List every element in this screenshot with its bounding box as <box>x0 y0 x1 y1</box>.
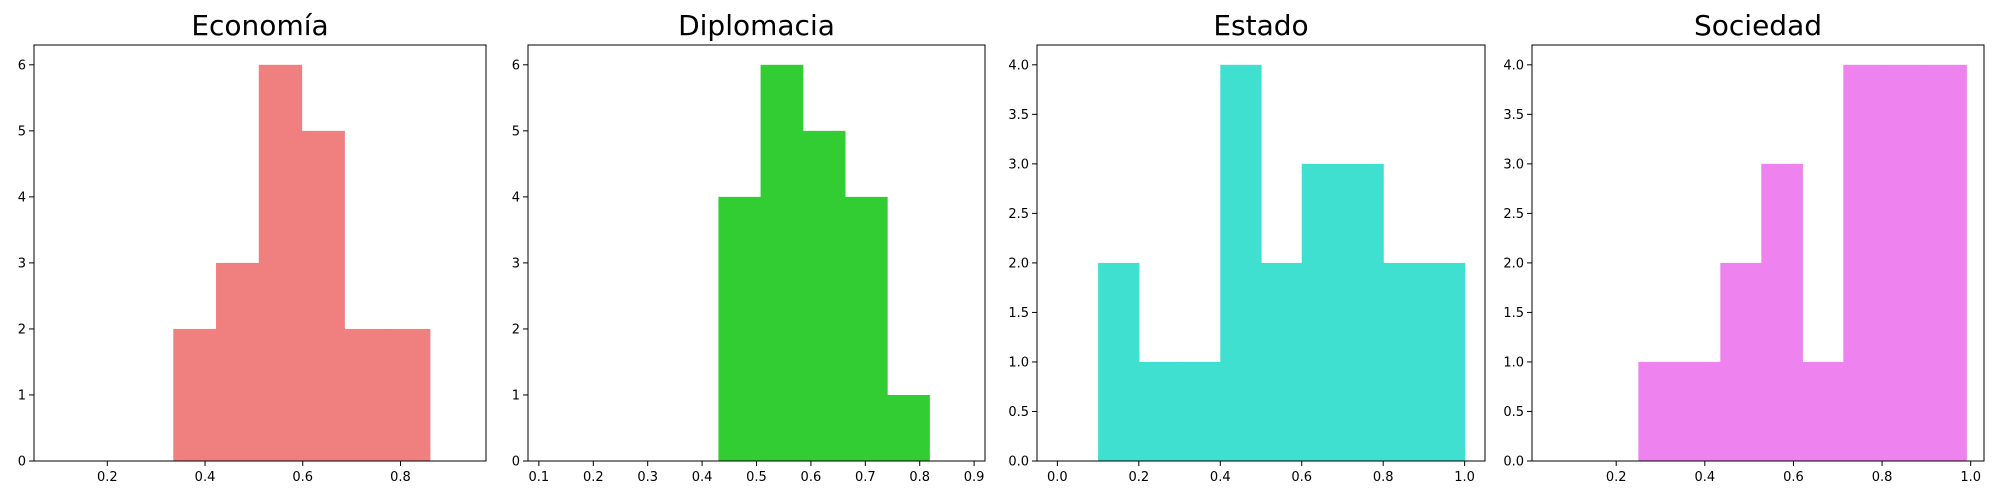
y-tick-label: 1 <box>512 388 520 403</box>
panel-title: Diplomacia <box>678 9 835 42</box>
y-tick-label: 1.5 <box>1008 306 1029 321</box>
histogram-bar <box>387 328 431 461</box>
axes-frame <box>33 44 487 462</box>
histogram-bar <box>1720 262 1762 461</box>
histogram-bar <box>1925 64 1967 462</box>
histogram-bar <box>1383 262 1425 461</box>
histogram-bar <box>1342 163 1384 461</box>
y-tick-label: 0 <box>18 455 26 470</box>
histogram-panel: Estado 0.0 0.2 0.4 0.6 0.8 1.0 0.0 0.5 1.0 1.5 2.0 2… <box>1008 9 1486 485</box>
histogram-bar <box>802 130 846 462</box>
y-tick-label: 4.0 <box>1503 58 1524 73</box>
x-tick-label: 0.6 <box>1783 470 1804 485</box>
histogram-bar <box>1179 361 1221 461</box>
y-tick-label: 2.5 <box>1008 207 1029 222</box>
x-tick-label: 0.1 <box>529 470 550 485</box>
y-tick-label: 1 <box>18 388 26 403</box>
histogram-bar <box>1098 262 1140 461</box>
histogram-bar <box>1301 163 1344 461</box>
y-tick-label: 4.0 <box>1008 58 1029 73</box>
y-tick-label: 3 <box>18 256 26 271</box>
y-tick-label: 6 <box>512 58 520 73</box>
y-tick-label: 5 <box>18 124 26 139</box>
x-tick-label: 0.4 <box>1210 470 1231 485</box>
x-tick-label: 0.0 <box>1047 470 1068 485</box>
x-tick-label: 0.2 <box>583 470 604 485</box>
panel-title: Sociedad <box>1694 9 1822 42</box>
y-tick-label: 0.5 <box>1008 405 1029 420</box>
x-tick-label: 1.0 <box>1454 470 1475 485</box>
panel-title: Estado <box>1213 9 1308 42</box>
axes-frame <box>1531 44 1985 462</box>
y-tick-label: 1.5 <box>1503 306 1524 321</box>
histogram-bar <box>887 394 930 461</box>
x-tick-label: 0.3 <box>637 470 658 485</box>
x-tick-label: 0.2 <box>97 470 118 485</box>
x-tick-label: 1.0 <box>1960 470 1981 485</box>
histogram-bar <box>216 262 260 461</box>
y-tick-label: 1.0 <box>1503 355 1524 370</box>
y-tick-label: 3.5 <box>1503 108 1524 123</box>
x-tick-label: 0.8 <box>390 470 411 485</box>
y-tick-label: 2.5 <box>1503 207 1524 222</box>
histogram-bar <box>844 196 888 461</box>
x-tick-label: 0.4 <box>195 470 216 485</box>
histogram-panel: Sociedad 0.2 0.4 0.6 0.8 1.0 0.0 0.5 1.0 1.5 2.0 2.… <box>1503 9 1985 485</box>
histogram-bar <box>1679 361 1721 461</box>
histogram-bar <box>1261 262 1303 461</box>
histogram-panel: Economía 0.2 0.4 0.6 0.8 0 1 2 3 4 5 6 <box>18 9 487 485</box>
histogram-panel: Diplomacia 0.1 0.2 0.3 0.4 0.5 0.6 0.7 0.8 0.9 0 1 2… <box>512 9 986 485</box>
histogram-bar <box>301 130 345 462</box>
y-tick-label: 2.0 <box>1008 256 1029 271</box>
histogram-bar <box>1423 262 1466 461</box>
y-tick-label: 0 <box>512 455 520 470</box>
histogram-bar <box>1843 64 1885 462</box>
y-tick-label: 2 <box>512 322 520 337</box>
x-tick-label: 0.8 <box>909 470 930 485</box>
x-tick-label: 0.4 <box>1694 470 1715 485</box>
histogram-bar <box>344 328 388 461</box>
y-tick-label: 6 <box>18 58 26 73</box>
y-tick-label: 2 <box>18 322 26 337</box>
x-tick-label: 0.5 <box>746 470 767 485</box>
histogram-bar <box>258 64 303 462</box>
histogram-bar <box>1761 163 1803 461</box>
x-tick-label: 0.8 <box>1373 470 1394 485</box>
y-tick-label: 0.0 <box>1008 455 1029 470</box>
y-tick-label: 0.5 <box>1503 405 1524 420</box>
y-tick-label: 4 <box>512 190 520 205</box>
histogram-bar <box>1884 64 1926 462</box>
x-tick-label: 0.6 <box>292 470 313 485</box>
y-tick-label: 0.0 <box>1503 455 1524 470</box>
y-tick-label: 1.0 <box>1008 355 1029 370</box>
histogram-bar <box>1138 361 1181 461</box>
x-tick-label: 0.4 <box>692 470 713 485</box>
y-tick-label: 4 <box>18 190 26 205</box>
x-tick-label: 0.2 <box>1128 470 1149 485</box>
y-tick-label: 3.0 <box>1008 157 1029 172</box>
y-tick-label: 3.0 <box>1503 157 1524 172</box>
histogram-bar <box>1220 64 1262 462</box>
y-tick-label: 2.0 <box>1503 256 1524 271</box>
y-tick-label: 5 <box>512 124 520 139</box>
histogram-bar <box>173 328 217 461</box>
panel-title: Economía <box>191 9 328 42</box>
histogram-bar <box>1638 361 1680 461</box>
x-tick-label: 0.7 <box>855 470 876 485</box>
x-tick-label: 0.6 <box>801 470 822 485</box>
x-tick-label: 0.9 <box>964 470 985 485</box>
y-tick-label: 3 <box>512 256 520 271</box>
x-tick-label: 0.8 <box>1872 470 1893 485</box>
x-tick-label: 0.6 <box>1291 470 1312 485</box>
y-tick-label: 3.5 <box>1008 108 1029 123</box>
histogram-bar <box>1802 361 1844 461</box>
histogram-bar <box>760 64 804 462</box>
x-tick-label: 0.2 <box>1606 470 1627 485</box>
axes-frame <box>1036 44 1486 462</box>
histogram-bar <box>718 196 762 461</box>
